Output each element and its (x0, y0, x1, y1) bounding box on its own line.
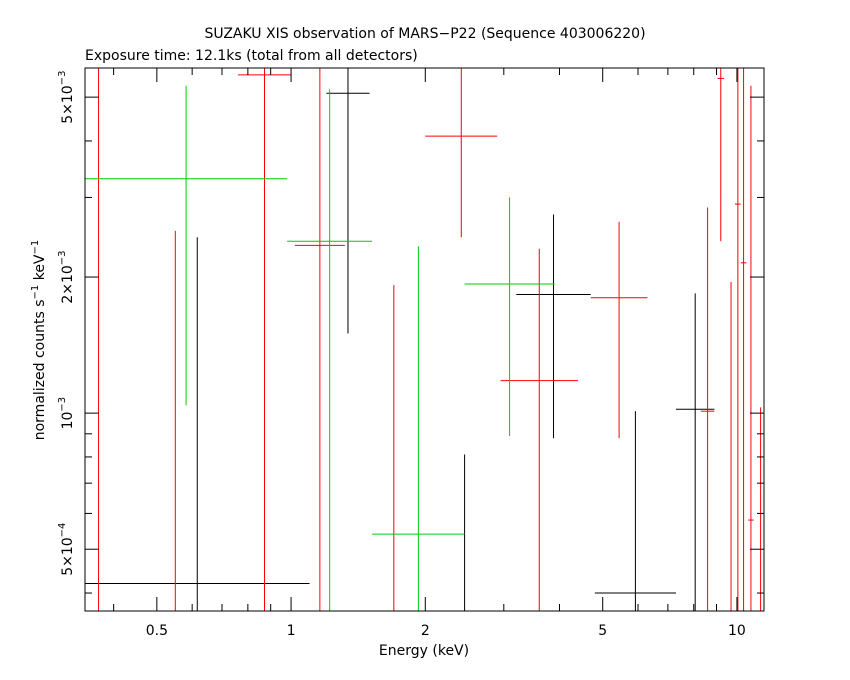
data-point (734, 68, 741, 611)
y-axis-label-mid: keV (32, 254, 48, 285)
data-point (590, 221, 648, 439)
data-point (294, 68, 345, 611)
data-point (594, 411, 676, 611)
y-axis-label-sup2: −1 (30, 240, 41, 255)
y-axis-label-sup1: −1 (30, 285, 41, 300)
data-point (287, 89, 373, 611)
x-tick-label: 2 (421, 623, 430, 639)
y-tick-label: 10−3 (57, 397, 76, 430)
chart-subtitle: Exposure time: 12.1ks (total from all de… (85, 48, 418, 64)
series-1 (98, 68, 762, 611)
chart-title: SUZAKU XIS observation of MARS−P22 (Sequ… (204, 26, 645, 42)
axis-ticks (85, 68, 764, 611)
data-point (748, 85, 754, 611)
data-point (516, 214, 591, 439)
data-point (85, 85, 288, 406)
data-point (464, 197, 555, 437)
x-axis-label: Energy (keV) (379, 643, 469, 659)
data-point (326, 68, 370, 334)
series-2 (85, 85, 555, 611)
y-tick-label: 5×10−4 (57, 523, 76, 576)
data-point (372, 246, 465, 611)
data-point (740, 68, 747, 611)
data-point (675, 293, 715, 611)
x-tick-label: 10 (728, 623, 746, 639)
data-point (717, 68, 724, 242)
x-tick-label: 5 (598, 623, 607, 639)
tick-label-layer: 0.5 1 2 5 10 5×10−4 10−3 2×10−3 5×10−3 (57, 71, 746, 639)
plot-frame (84, 67, 765, 612)
data-point (85, 237, 310, 611)
data-point (425, 68, 498, 238)
y-axis-label: normalized counts s−1 keV−1 (30, 240, 48, 441)
data-point (700, 207, 715, 611)
tick-layer (85, 68, 764, 611)
x-tick-label: 1 (287, 623, 296, 639)
data-point (500, 248, 578, 611)
x-tick-label: 0.5 (146, 623, 168, 639)
data-point (237, 68, 292, 611)
y-axis-label-main: normalized counts s (32, 299, 48, 440)
series-0 (85, 68, 715, 611)
y-tick-label: 5×10−3 (57, 71, 76, 124)
y-tick-label: 2×10−3 (57, 250, 76, 303)
series-layer (85, 68, 762, 611)
